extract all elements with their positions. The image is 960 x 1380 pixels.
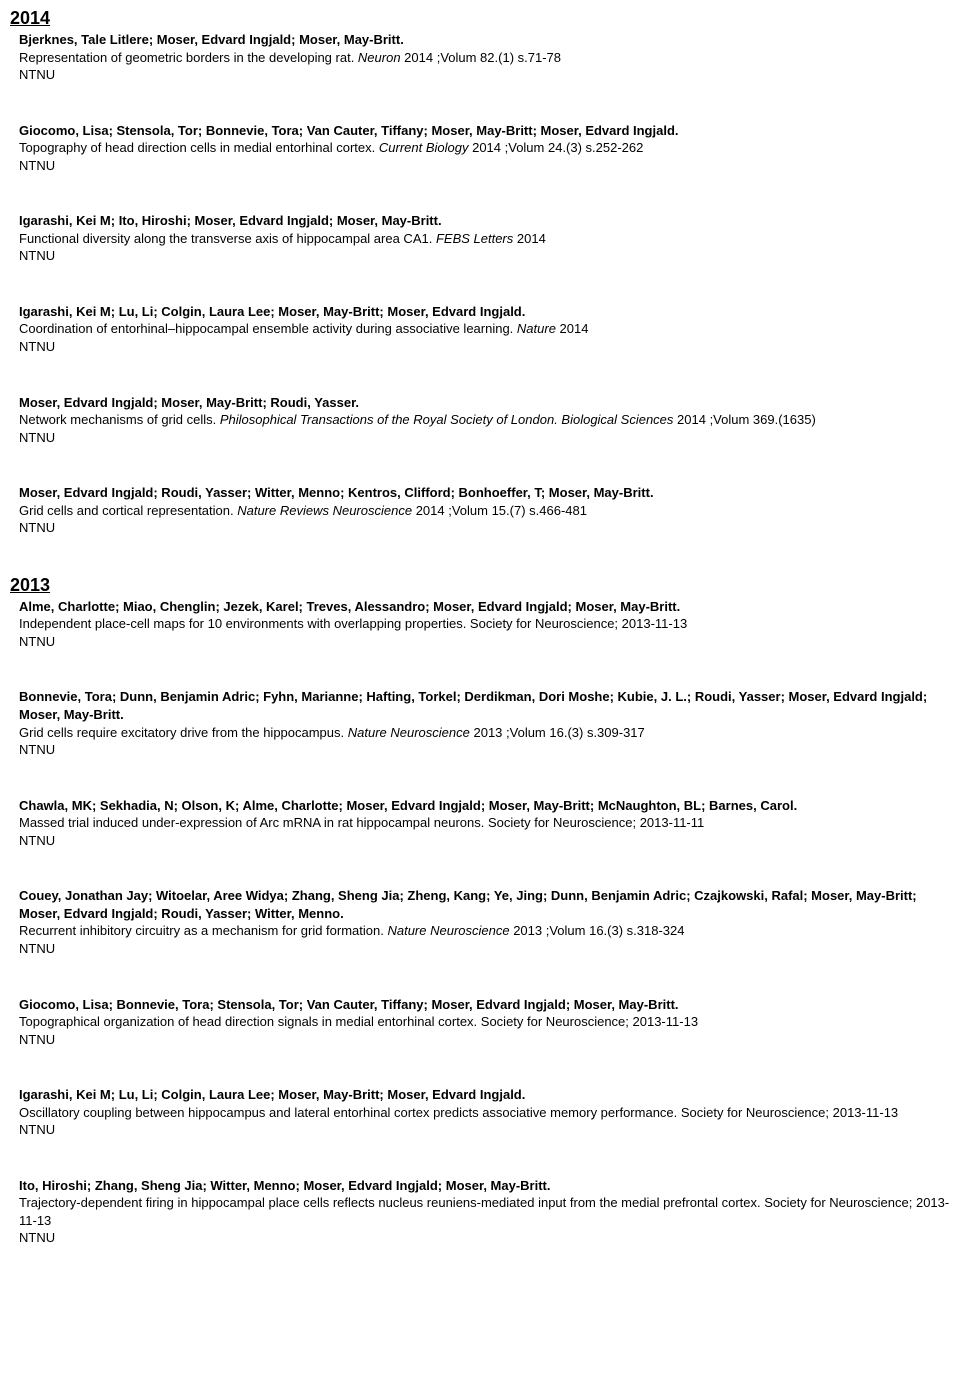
authors: Bjerknes, Tale Litlere; Moser, Edvard In… [10,31,950,49]
title-text: Grid cells require excitatory drive from… [19,725,348,740]
institution: NTNU [10,1031,950,1049]
publication-entry: Moser, Edvard Ingjald; Moser, May-Britt;… [10,394,950,447]
authors: Giocomo, Lisa; Stensola, Tor; Bonnevie, … [10,122,950,140]
institution: NTNU [10,519,950,537]
year-header: 2013 [10,575,950,596]
publication-entry: Igarashi, Kei M; Lu, Li; Colgin, Laura L… [10,303,950,356]
authors: Bonnevie, Tora; Dunn, Benjamin Adric; Fy… [10,688,950,723]
authors: Chawla, MK; Sekhadia, N; Olson, K; Alme,… [10,797,950,815]
journal-name: Nature [517,321,556,336]
title-text: Recurrent inhibitory circuitry as a mech… [19,923,387,938]
publication-details: Network mechanisms of grid cells. Philos… [10,411,950,429]
title-text: Oscillatory coupling between hippocampus… [19,1105,898,1120]
institution: NTNU [10,66,950,84]
publication-details: Representation of geometric borders in t… [10,49,950,67]
institution: NTNU [10,1229,950,1247]
publication-details: Recurrent inhibitory circuitry as a mech… [10,922,950,940]
institution: NTNU [10,832,950,850]
citation-rest: 2014 ;Volum 24.(3) s.252-262 [468,140,643,155]
journal-name: Neuron [358,50,401,65]
institution: NTNU [10,633,950,651]
citation-rest: 2014 ;Volum 369.(1635) [673,412,815,427]
publication-entry: Igarashi, Kei M; Ito, Hiroshi; Moser, Ed… [10,212,950,265]
publication-entry: Ito, Hiroshi; Zhang, Sheng Jia; Witter, … [10,1177,950,1247]
publication-details: Grid cells and cortical representation. … [10,502,950,520]
title-text: Functional diversity along the transvers… [19,231,436,246]
publication-details: Topography of head direction cells in me… [10,139,950,157]
journal-name: Nature Neuroscience [348,725,470,740]
publication-details: Independent place-cell maps for 10 envir… [10,615,950,633]
publication-entry: Chawla, MK; Sekhadia, N; Olson, K; Alme,… [10,797,950,850]
citation-rest: 2014 [556,321,589,336]
publication-entry: Couey, Jonathan Jay; Witoelar, Aree Widy… [10,887,950,957]
publication-entry: Giocomo, Lisa; Bonnevie, Tora; Stensola,… [10,996,950,1049]
journal-name: FEBS Letters [436,231,513,246]
year-header: 2014 [10,8,950,29]
journal-name: Nature Neuroscience [387,923,509,938]
institution: NTNU [10,429,950,447]
publication-details: Grid cells require excitatory drive from… [10,724,950,742]
institution: NTNU [10,338,950,356]
journal-name: Nature Reviews Neuroscience [237,503,412,518]
authors: Ito, Hiroshi; Zhang, Sheng Jia; Witter, … [10,1177,950,1195]
publication-details: Topographical organization of head direc… [10,1013,950,1031]
publication-entry: Giocomo, Lisa; Stensola, Tor; Bonnevie, … [10,122,950,175]
authors: Moser, Edvard Ingjald; Roudi, Yasser; Wi… [10,484,950,502]
institution: NTNU [10,157,950,175]
journal-name: Current Biology [379,140,469,155]
title-text: Massed trial induced under-expression of… [19,815,704,830]
publication-details: Coordination of entorhinal–hippocampal e… [10,320,950,338]
title-text: Independent place-cell maps for 10 envir… [19,616,687,631]
title-text: Grid cells and cortical representation. [19,503,237,518]
title-text: Network mechanisms of grid cells. [19,412,220,427]
title-text: Topography of head direction cells in me… [19,140,379,155]
publication-entry: Moser, Edvard Ingjald; Roudi, Yasser; Wi… [10,484,950,537]
citation-rest: 2013 ;Volum 16.(3) s.309-317 [470,725,645,740]
authors: Igarashi, Kei M; Lu, Li; Colgin, Laura L… [10,1086,950,1104]
title-text: Topographical organization of head direc… [19,1014,698,1029]
citation-rest: 2014 [513,231,546,246]
publication-entry: Bonnevie, Tora; Dunn, Benjamin Adric; Fy… [10,688,950,758]
title-text: Trajectory-dependent firing in hippocamp… [19,1195,949,1228]
publication-details: Functional diversity along the transvers… [10,230,950,248]
publication-entry: Alme, Charlotte; Miao, Chenglin; Jezek, … [10,598,950,651]
institution: NTNU [10,1121,950,1139]
publication-entry: Igarashi, Kei M; Lu, Li; Colgin, Laura L… [10,1086,950,1139]
publication-details: Massed trial induced under-expression of… [10,814,950,832]
authors: Couey, Jonathan Jay; Witoelar, Aree Widy… [10,887,950,922]
authors: Moser, Edvard Ingjald; Moser, May-Britt;… [10,394,950,412]
publication-entry: Bjerknes, Tale Litlere; Moser, Edvard In… [10,31,950,84]
citation-rest: 2014 ;Volum 82.(1) s.71-78 [401,50,561,65]
institution: NTNU [10,940,950,958]
title-text: Coordination of entorhinal–hippocampal e… [19,321,517,336]
authors: Giocomo, Lisa; Bonnevie, Tora; Stensola,… [10,996,950,1014]
publication-details: Oscillatory coupling between hippocampus… [10,1104,950,1122]
publication-list: 2014 Bjerknes, Tale Litlere; Moser, Edvar… [10,8,950,1247]
institution: NTNU [10,247,950,265]
citation-rest: 2014 ;Volum 15.(7) s.466-481 [412,503,587,518]
citation-rest: 2013 ;Volum 16.(3) s.318-324 [510,923,685,938]
authors: Igarashi, Kei M; Lu, Li; Colgin, Laura L… [10,303,950,321]
authors: Igarashi, Kei M; Ito, Hiroshi; Moser, Ed… [10,212,950,230]
title-text: Representation of geometric borders in t… [19,50,358,65]
journal-name: Philosophical Transactions of the Royal … [220,412,674,427]
authors: Alme, Charlotte; Miao, Chenglin; Jezek, … [10,598,950,616]
institution: NTNU [10,741,950,759]
publication-details: Trajectory-dependent firing in hippocamp… [10,1194,950,1229]
